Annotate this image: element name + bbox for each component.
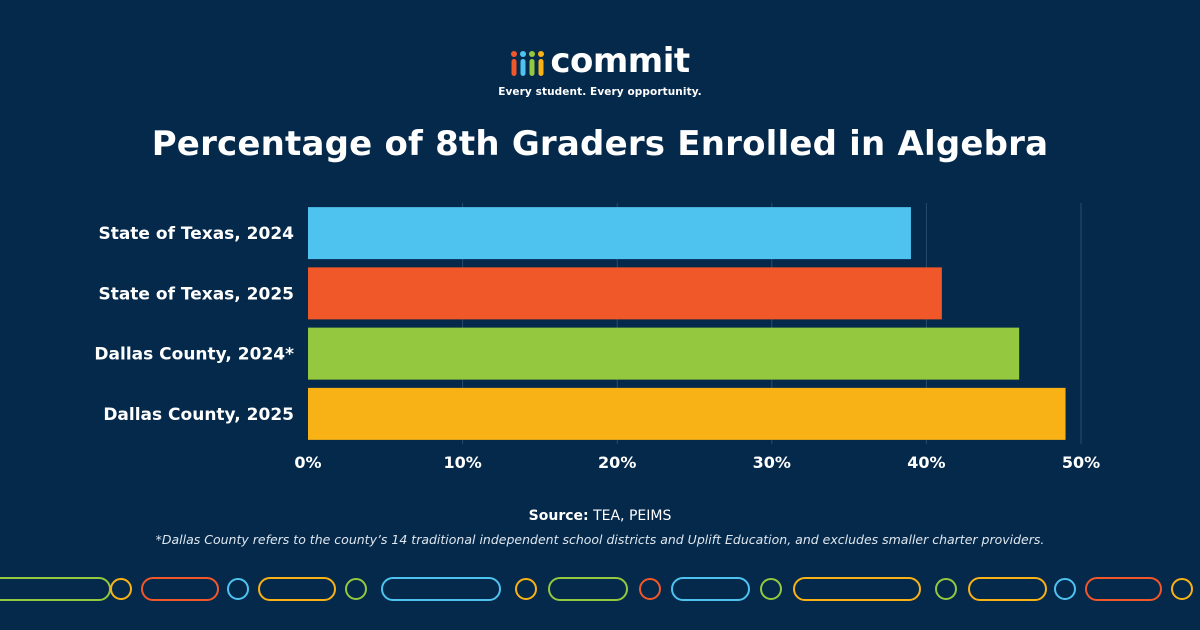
tick-label: 20% xyxy=(598,453,636,472)
decor-pill xyxy=(793,577,921,601)
source-text: TEA, PEIMS xyxy=(593,508,672,524)
tick-label: 0% xyxy=(294,453,321,472)
source-line: Source: TEA, PEIMS xyxy=(0,508,1200,524)
decor-circle xyxy=(227,578,249,600)
decorative-pill-border xyxy=(0,577,1193,601)
decor-pill xyxy=(0,577,111,601)
decor-pill xyxy=(258,577,336,601)
tick-label: 10% xyxy=(443,453,481,472)
category-label: State of Texas, 2024 xyxy=(98,224,294,244)
decor-pill xyxy=(141,577,219,601)
chart-title: Percentage of 8th Graders Enrolled in Al… xyxy=(151,124,1049,164)
brand-logo: commit Every student. Every opportunity. xyxy=(0,44,1200,98)
decor-circle xyxy=(110,578,132,600)
brand-name: commit xyxy=(550,41,690,81)
decor-pill xyxy=(968,577,1047,601)
bar xyxy=(308,327,1020,380)
decor-pill xyxy=(548,577,628,601)
brand-tagline: Every student. Every opportunity. xyxy=(498,86,702,98)
decor-pill xyxy=(671,577,750,601)
people-icon xyxy=(511,51,545,76)
decor-circle xyxy=(515,578,537,600)
decor-circle xyxy=(1054,578,1076,600)
source-label: Source: xyxy=(528,508,589,524)
footnote: *Dallas County refers to the county’s 14… xyxy=(155,532,1045,547)
bar xyxy=(308,387,1066,440)
decor-circle xyxy=(1171,578,1193,600)
category-label: State of Texas, 2025 xyxy=(98,284,294,304)
tick-label: 30% xyxy=(753,453,791,472)
decor-pill xyxy=(381,577,501,601)
decor-circle xyxy=(935,578,957,600)
tick-label: 50% xyxy=(1062,453,1100,472)
decor-circle xyxy=(639,578,661,600)
bar xyxy=(308,267,942,320)
decor-pill xyxy=(1085,577,1162,601)
bar xyxy=(308,207,911,260)
decor-circle xyxy=(345,578,367,600)
category-label: Dallas County, 2025 xyxy=(103,405,294,425)
tick-label: 40% xyxy=(907,453,945,472)
decor-circle xyxy=(760,578,782,600)
category-label: Dallas County, 2024* xyxy=(94,345,294,365)
